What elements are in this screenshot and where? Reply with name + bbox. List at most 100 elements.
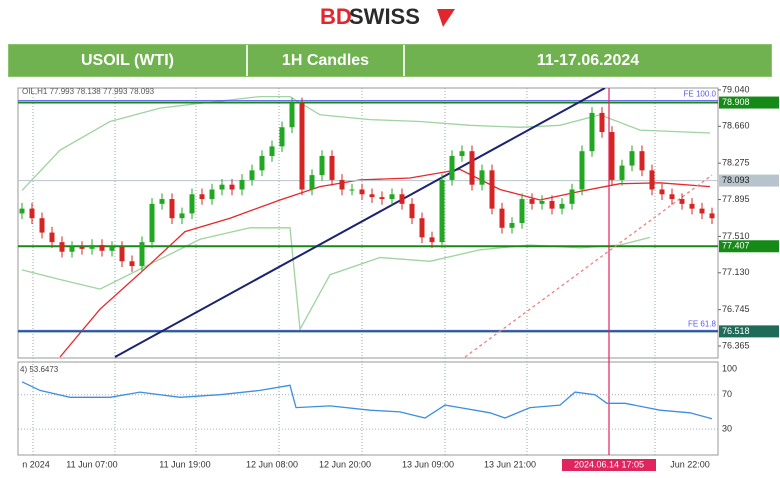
- candle-body: [559, 203, 565, 209]
- candle-body: [159, 199, 165, 204]
- header-symbol: USOIL (WTI): [9, 45, 248, 76]
- level-price-box: [719, 325, 779, 338]
- level-price-label: 77.407: [722, 241, 750, 251]
- candle-body: [149, 203, 155, 243]
- rsi-label: 4) 53.6473: [20, 365, 59, 374]
- fib-label: FE 100.0: [684, 90, 717, 99]
- candle-body: [619, 165, 625, 180]
- candle-body: [459, 151, 465, 156]
- candle-body: [659, 189, 665, 195]
- x-tick-label: 12 Jun 20:00: [319, 459, 371, 469]
- candle-body: [589, 112, 595, 152]
- candle-body: [549, 200, 555, 209]
- x-tick-label: 11 Jun 07:00: [66, 459, 117, 469]
- candle-body: [349, 189, 355, 191]
- candle-body: [469, 151, 475, 185]
- candle-body: [509, 223, 515, 228]
- candle-body: [319, 155, 325, 176]
- candle-body: [139, 242, 145, 267]
- candle-body: [699, 208, 705, 214]
- x-tick-label: 13 Jun 21:00: [484, 459, 536, 469]
- candle-body: [529, 199, 535, 204]
- candle-body: [49, 232, 55, 243]
- rsi-tick-label: 100: [722, 363, 737, 373]
- candle-body: [489, 170, 495, 209]
- x-tick-label: 2024.06.14 17:05: [574, 459, 644, 469]
- candle-body: [359, 189, 365, 195]
- candle-body: [239, 179, 245, 190]
- y-tick-label: 77.130: [722, 267, 750, 277]
- candle-body: [119, 246, 125, 262]
- fib-label: FE 61.8: [688, 319, 717, 328]
- candle-body: [19, 208, 25, 214]
- candle-body: [519, 199, 525, 223]
- level-price-box: [719, 174, 779, 187]
- x-tick-label: 12 Jun 08:00: [246, 459, 298, 469]
- candle-body: [229, 184, 235, 190]
- candle-body: [429, 237, 435, 243]
- level-price-box: [719, 96, 779, 109]
- candle-body: [439, 179, 445, 243]
- header-timeframe: 1H Candles: [248, 45, 405, 76]
- x-tick-highlight: [562, 459, 656, 471]
- candle-body: [109, 246, 115, 251]
- candle-body: [209, 189, 215, 200]
- candle-body: [609, 132, 615, 180]
- x-tick-label: 11 Jun 19:00: [159, 459, 210, 469]
- candle-body: [59, 242, 65, 252]
- y-tick-label: 77.895: [722, 194, 750, 204]
- candle-body: [299, 103, 305, 190]
- candle-body: [219, 184, 225, 190]
- candle-body: [329, 155, 335, 180]
- candle-body: [479, 170, 485, 185]
- candle-body: [409, 203, 415, 219]
- candle-body: [709, 213, 715, 219]
- candle-body: [249, 170, 255, 180]
- candle-body: [39, 218, 45, 233]
- rsi-tick-label: 30: [722, 424, 732, 434]
- candle-body: [89, 245, 95, 249]
- header-period: 11-17.06.2024: [536, 51, 640, 69]
- indicator-line: [59, 168, 711, 358]
- level-price-box: [719, 240, 779, 253]
- candle-body: [169, 199, 175, 219]
- y-tick-label: 76.745: [722, 304, 750, 314]
- brand-rest: SWISS: [349, 4, 420, 29]
- y-tick-label: 76.365: [722, 340, 750, 350]
- candle-body: [259, 155, 265, 171]
- candle-body: [179, 213, 185, 219]
- x-tick-label: n 2024: [22, 459, 50, 469]
- trendline: [114, 88, 606, 358]
- candle-body: [539, 200, 545, 204]
- candle-body: [129, 261, 135, 267]
- candle-body: [189, 194, 195, 214]
- level-price-label: 76.518: [722, 326, 750, 336]
- candle-body: [649, 170, 655, 190]
- rsi-tick-label: 70: [722, 389, 732, 399]
- candle-body: [69, 246, 75, 252]
- y-tick-label: 78.275: [722, 158, 750, 168]
- candle-body: [289, 103, 295, 128]
- y-tick-label: 78.660: [722, 121, 750, 131]
- candle-body: [679, 199, 685, 204]
- candle-body: [569, 189, 575, 204]
- indicator-line: [21, 95, 711, 191]
- candle-body: [369, 194, 375, 198]
- info-label: OIL,H1 77.993 78.138 77.993 78.093: [22, 87, 155, 96]
- candle-body: [309, 175, 315, 190]
- level-price-label: 78.093: [722, 175, 750, 185]
- candle-body: [639, 151, 645, 171]
- level-price-label: 78.908: [722, 97, 750, 107]
- candle-body: [269, 146, 275, 156]
- brand-accent: BD: [320, 4, 352, 29]
- candle-body: [689, 203, 695, 209]
- rsi-frame: [17, 361, 719, 456]
- candle-body: [629, 151, 635, 166]
- plot-frame: [17, 87, 719, 359]
- header-bar: USOIL (WTI) 1H Candles 11-17.06.2024: [8, 44, 772, 77]
- candle-body: [449, 155, 455, 180]
- candle-body: [599, 112, 605, 133]
- candle-body: [199, 194, 205, 200]
